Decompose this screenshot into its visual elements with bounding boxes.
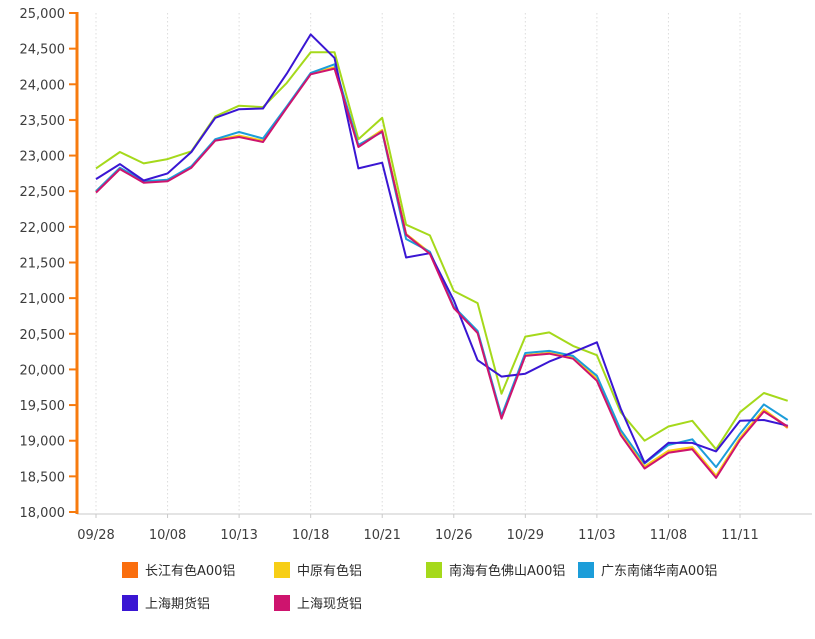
y-axis-label: 23,500 (20, 114, 66, 129)
x-axis-label: 10/18 (292, 528, 329, 543)
legend-label: 中原有色铝 (297, 564, 363, 579)
legend-label: 长江有色A00铝 (145, 564, 236, 579)
legend-swatch-icon (578, 561, 594, 578)
series-line-2 (95, 51, 789, 451)
x-axis-label: 10/29 (507, 528, 544, 543)
series-line-0 (95, 66, 789, 478)
legend-item-2[interactable]: 南海有色佛山A00铝 (426, 560, 578, 579)
y-axis-label: 18,500 (20, 470, 66, 485)
series-line-1 (95, 66, 789, 477)
chart-legend: 长江有色A00铝 中原有色铝 南海有色佛山A00铝 广东南储华南A00铝上海期货铝 上海… (122, 560, 782, 626)
plot-area: 25,000 24,500 24,000 23,500 23,000 22,500 22,0… (20, 7, 812, 543)
legend-item-4[interactable]: 上海期货铝 (122, 593, 274, 612)
y-axis-label: 21,000 (20, 292, 66, 307)
legend-item-3[interactable]: 广东南储华南A00铝 (578, 560, 730, 579)
y-axis-label: 24,000 (20, 78, 66, 93)
y-axis-label: 20,000 (20, 363, 66, 378)
x-axis-label: 10/21 (363, 528, 400, 543)
legend-swatch-icon (122, 561, 138, 578)
series-line-4 (95, 33, 788, 464)
legend-item-0[interactable]: 长江有色A00铝 (122, 560, 274, 579)
y-axis-label: 22,500 (20, 185, 66, 200)
y-axis-label: 23,000 (20, 150, 66, 165)
x-axis-label: 10/08 (149, 528, 186, 543)
legend-swatch-icon (426, 561, 442, 578)
y-axis-label: 19,500 (20, 399, 66, 414)
legend-swatch-icon (274, 561, 290, 578)
y-axis-label: 18,000 (20, 506, 66, 521)
x-axis-label: 11/03 (578, 528, 615, 543)
x-axis-label: 11/08 (650, 528, 687, 543)
legend-item-5[interactable]: 上海现货铝 (274, 593, 426, 612)
legend-label: 上海期货铝 (145, 597, 211, 612)
y-axis-label: 21,500 (20, 257, 66, 272)
x-axis-label: 09/28 (77, 528, 114, 543)
legend-item-1[interactable]: 中原有色铝 (274, 560, 426, 579)
x-axis-label: 10/13 (220, 528, 257, 543)
y-axis-label: 20,500 (20, 328, 66, 343)
y-axis-label: 19,000 (20, 435, 66, 450)
legend-label: 南海有色佛山A00铝 (449, 564, 566, 579)
y-axis-label: 22,000 (20, 221, 66, 236)
series-line-5 (95, 67, 789, 479)
x-axis-label: 10/26 (435, 528, 472, 543)
legend-swatch-icon (274, 594, 290, 611)
legend-label: 上海现货铝 (297, 597, 363, 612)
y-axis-label: 24,500 (20, 43, 66, 58)
x-axis-label: 11/11 (721, 528, 758, 543)
legend-label: 广东南储华南A00铝 (601, 564, 718, 579)
legend-swatch-icon (122, 594, 138, 611)
y-axis-label: 25,000 (20, 7, 66, 22)
